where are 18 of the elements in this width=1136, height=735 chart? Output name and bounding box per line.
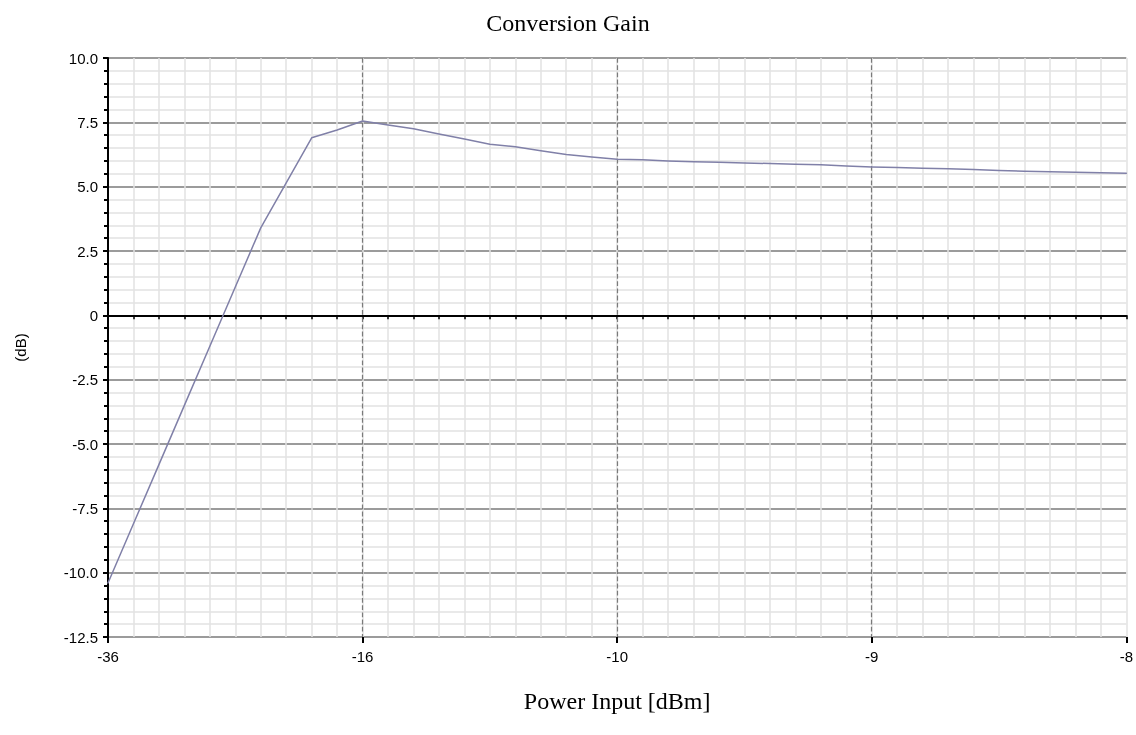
y-tick-label: -5.0	[72, 435, 98, 453]
chart-title: Conversion Gain	[486, 10, 650, 36]
y-tick-label: -10.0	[63, 564, 98, 582]
x-tick-label: -16	[351, 648, 374, 665]
y-tick-label: 2.5	[77, 242, 98, 260]
y-tick-label: -12.5	[63, 628, 98, 646]
y-tick-label: 5.0	[77, 178, 98, 196]
y-tick-label: -2.5	[72, 371, 98, 389]
y-tick-label: 0	[89, 306, 98, 324]
y-axis-title: (dB)	[12, 333, 29, 362]
x-tick-label: -8	[1119, 648, 1133, 665]
x-axis-title: Power Input [dBm]	[523, 688, 711, 714]
y-tick-label: -7.5	[72, 499, 98, 517]
x-tick-label: -36	[97, 648, 119, 665]
y-tick-label: 7.5	[77, 113, 98, 131]
y-tick-label: 10.0	[68, 49, 98, 67]
x-tick-label: -10	[606, 648, 629, 665]
x-tick-label: -9	[865, 648, 879, 665]
